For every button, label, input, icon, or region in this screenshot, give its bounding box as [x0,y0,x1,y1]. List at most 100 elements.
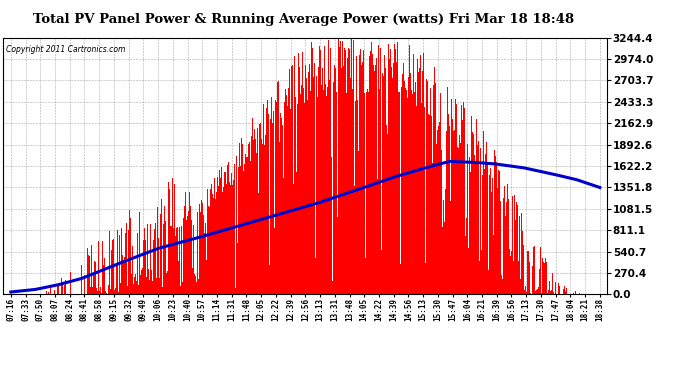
Bar [183,218,184,294]
Bar [298,53,299,294]
Bar [443,114,444,294]
Bar [469,158,470,294]
Bar [394,44,395,294]
Bar [286,117,287,294]
Bar [94,261,95,294]
Bar [368,46,369,294]
Bar [91,245,92,294]
Bar [120,290,121,294]
Bar [302,53,303,294]
Bar [251,136,252,294]
Bar [452,118,453,294]
Bar [436,144,437,294]
Bar [57,285,58,294]
Bar [357,100,358,294]
Bar [157,207,158,294]
Bar [283,178,284,294]
Bar [196,282,197,294]
Bar [466,217,467,294]
Bar [488,270,489,294]
Bar [310,91,311,294]
Bar [373,146,375,294]
Bar [319,72,320,294]
Bar [498,170,499,294]
Bar [467,144,468,294]
Bar [161,265,162,294]
Bar [100,287,101,294]
Bar [54,290,55,294]
Bar [480,148,481,294]
Bar [318,67,319,294]
Bar [265,135,266,294]
Bar [412,94,413,294]
Bar [197,212,198,294]
Bar [508,200,509,294]
Bar [349,49,350,294]
Bar [478,141,479,294]
Bar [334,65,335,294]
Bar [186,276,188,294]
Bar [219,171,221,294]
Bar [204,232,205,294]
Bar [484,168,485,294]
Bar [370,51,371,294]
Bar [135,274,136,294]
Bar [430,94,431,294]
Bar [367,90,368,294]
Bar [273,111,274,294]
Bar [195,276,196,294]
Bar [289,80,290,294]
Bar [372,54,373,294]
Bar [129,210,130,294]
Bar [134,277,135,294]
Bar [376,58,377,294]
Bar [116,264,117,294]
Bar [307,100,308,294]
Bar [473,111,474,294]
Bar [276,102,277,294]
Bar [306,78,307,294]
Bar [216,192,217,294]
Bar [384,55,385,294]
Bar [362,62,363,294]
Bar [146,278,147,294]
Bar [494,168,495,294]
Bar [332,281,333,294]
Bar [175,236,176,294]
Bar [64,285,65,294]
Bar [304,81,306,294]
Bar [393,63,394,294]
Bar [555,278,556,294]
Bar [139,211,140,294]
Bar [427,81,428,294]
Bar [87,259,88,294]
Bar [258,193,259,294]
Bar [155,222,156,294]
Bar [253,142,255,294]
Bar [505,216,506,294]
Bar [167,271,168,294]
Bar [520,279,521,294]
Bar [501,275,502,294]
Bar [440,98,442,294]
Bar [176,228,177,294]
Bar [145,240,146,294]
Bar [144,228,145,294]
Bar [524,252,525,294]
Bar [462,120,463,294]
Bar [515,220,516,294]
Bar [342,41,343,294]
Bar [280,112,281,294]
Bar [128,230,129,294]
Bar [190,206,191,294]
Bar [259,124,260,294]
Bar [180,286,181,294]
Bar [499,173,500,294]
Bar [387,134,388,294]
Bar [512,216,513,294]
Bar [229,182,230,294]
Bar [151,270,152,294]
Bar [275,100,276,294]
Bar [137,233,138,294]
Bar [233,180,234,294]
